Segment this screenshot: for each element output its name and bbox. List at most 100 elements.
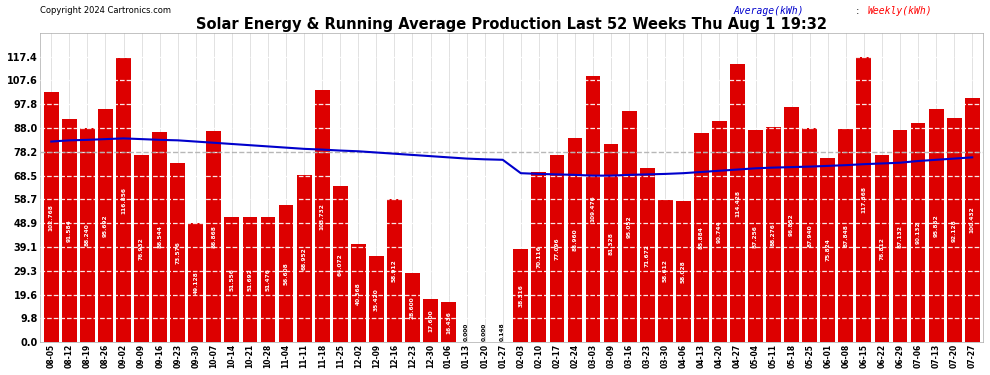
Bar (98, 110, 113, 342)
Text: 75.824: 75.824 (826, 238, 831, 261)
Text: 87.848: 87.848 (843, 224, 848, 247)
Text: 114.428: 114.428 (735, 190, 740, 217)
Text: 117.368: 117.368 (861, 186, 866, 213)
Bar (640, 168, 654, 342)
Bar (315, 90, 330, 342)
Text: 70.116: 70.116 (537, 246, 542, 268)
Bar (333, 186, 347, 342)
Text: 51.556: 51.556 (230, 268, 235, 291)
Text: 87.940: 87.940 (807, 224, 812, 247)
Bar (911, 123, 926, 342)
Text: 64.072: 64.072 (338, 253, 343, 276)
Bar (532, 172, 546, 342)
Bar (350, 244, 365, 342)
Text: 102.768: 102.768 (49, 204, 53, 231)
Bar (170, 163, 185, 342)
Text: 77.096: 77.096 (554, 237, 559, 260)
Text: 76.932: 76.932 (139, 237, 145, 260)
Text: 58.028: 58.028 (681, 260, 686, 283)
Text: Copyright 2024 Cartronics.com: Copyright 2024 Cartronics.com (41, 6, 171, 15)
Text: 73.576: 73.576 (175, 242, 180, 264)
Text: 0.148: 0.148 (500, 322, 505, 341)
Text: 35.420: 35.420 (374, 288, 379, 310)
Bar (442, 302, 456, 342)
Bar (712, 122, 727, 342)
Bar (116, 58, 131, 342)
Bar (243, 216, 257, 342)
Bar (893, 130, 908, 342)
Text: 0.000: 0.000 (482, 323, 487, 341)
Bar (549, 155, 564, 342)
Text: 17.600: 17.600 (428, 310, 433, 332)
Bar (188, 223, 203, 342)
Bar (839, 129, 853, 342)
Text: :: : (853, 6, 862, 16)
Bar (856, 57, 871, 342)
Bar (946, 118, 961, 342)
Bar (278, 204, 293, 342)
Bar (80, 128, 95, 342)
Bar (657, 200, 672, 342)
Bar (369, 256, 384, 342)
Bar (748, 130, 763, 342)
Text: 96.852: 96.852 (789, 213, 794, 236)
Bar (821, 158, 836, 342)
Text: 28.600: 28.600 (410, 296, 415, 319)
Text: 85.884: 85.884 (699, 226, 704, 249)
Title: Solar Energy & Running Average Production Last 52 Weeks Thu Aug 1 19:32: Solar Energy & Running Average Productio… (196, 17, 828, 32)
Bar (802, 128, 817, 342)
Bar (874, 155, 889, 342)
Text: 95.852: 95.852 (934, 214, 939, 237)
Bar (784, 106, 799, 342)
Bar (44, 92, 58, 342)
Text: 92.128: 92.128 (951, 219, 956, 242)
Text: 76.812: 76.812 (879, 237, 884, 260)
Text: 56.608: 56.608 (283, 262, 288, 285)
Text: 88.240: 88.240 (85, 224, 90, 246)
Text: 87.256: 87.256 (753, 225, 758, 248)
Text: 109.476: 109.476 (590, 196, 596, 222)
Text: 81.328: 81.328 (609, 232, 614, 255)
Text: 100.432: 100.432 (970, 207, 975, 234)
Bar (586, 76, 600, 342)
Text: 16.436: 16.436 (446, 311, 451, 334)
Bar (387, 199, 402, 342)
Text: 38.316: 38.316 (519, 284, 524, 307)
Bar (225, 217, 240, 342)
Text: 103.732: 103.732 (320, 202, 325, 229)
Text: 49.128: 49.128 (193, 271, 198, 294)
Bar (567, 138, 582, 342)
Text: 90.132: 90.132 (916, 221, 921, 244)
Text: 95.692: 95.692 (103, 214, 108, 237)
Bar (694, 134, 709, 342)
Text: 51.692: 51.692 (248, 268, 252, 291)
Text: 40.368: 40.368 (355, 282, 360, 304)
Bar (260, 217, 275, 342)
Bar (766, 128, 781, 342)
Text: 91.584: 91.584 (67, 219, 72, 242)
Bar (929, 109, 943, 342)
Text: 68.952: 68.952 (302, 247, 307, 270)
Bar (622, 111, 637, 342)
Bar (62, 120, 77, 342)
Bar (965, 98, 980, 342)
Bar (514, 249, 529, 342)
Text: 71.672: 71.672 (644, 244, 649, 267)
Text: 88.276: 88.276 (771, 224, 776, 246)
Text: 87.132: 87.132 (898, 225, 903, 248)
Bar (152, 132, 167, 342)
Text: 0.000: 0.000 (464, 323, 469, 341)
Bar (423, 300, 438, 342)
Bar (730, 64, 744, 342)
Text: 116.856: 116.856 (121, 187, 126, 214)
Bar (676, 201, 691, 342)
Text: 83.960: 83.960 (572, 229, 577, 252)
Bar (207, 131, 221, 342)
Bar (604, 144, 619, 342)
Bar (135, 155, 149, 342)
Bar (297, 174, 312, 342)
Text: 86.544: 86.544 (157, 226, 162, 249)
Text: Weekly(kWh): Weekly(kWh) (868, 6, 933, 16)
Text: 51.476: 51.476 (265, 268, 270, 291)
Text: 58.612: 58.612 (662, 260, 667, 282)
